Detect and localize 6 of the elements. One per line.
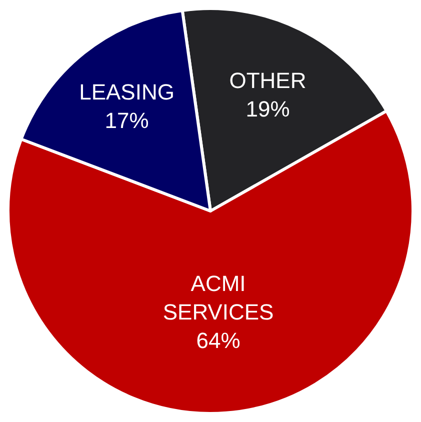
data-label: 64%	[196, 328, 240, 354]
slice-label: LEASING	[79, 79, 174, 104]
slice-label: OTHER	[229, 68, 306, 93]
data-label: 17%	[104, 108, 149, 133]
slice-label: ACMI SERVICES	[162, 270, 274, 324]
data-label: 19%	[246, 96, 290, 122]
